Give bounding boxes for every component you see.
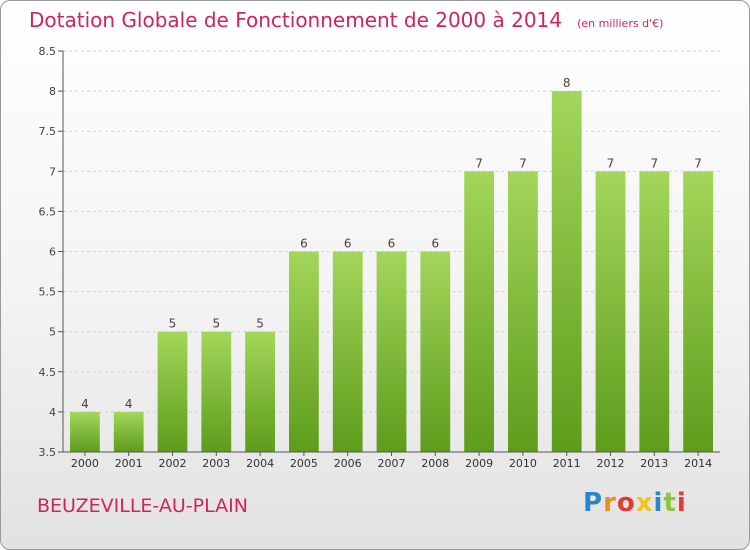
y-tick-label: 6 (49, 246, 56, 259)
value-labels: 4 4 5 5 5 6 6 6 6 7 7 8 7 7 7 (81, 76, 702, 411)
x-tick-label: 2000 (71, 457, 99, 470)
commune-name: BEUZEVILLE-AU-PLAIN (37, 495, 248, 517)
y-tick-label: 3.5 (39, 446, 57, 459)
value-label: 4 (125, 397, 133, 411)
value-label: 4 (81, 397, 89, 411)
bar-2000 (70, 411, 100, 452)
bar-2014 (683, 171, 713, 453)
x-tick-label: 2006 (334, 457, 362, 470)
bar-2005 (289, 251, 319, 452)
bar-2002 (157, 331, 188, 452)
x-tick-label: 2014 (684, 457, 712, 470)
bar-2013 (639, 171, 670, 453)
value-label: 6 (388, 237, 396, 251)
y-tick-label: 4 (49, 406, 56, 419)
chart-title: Dotation Globale de Fonctionnement de 20… (29, 8, 562, 32)
logo-letter: r (603, 488, 617, 518)
bar-2004 (245, 331, 275, 452)
bar-2008 (420, 251, 451, 452)
x-tick-label: 2011 (553, 457, 581, 470)
bars (70, 91, 713, 453)
x-tick-label: 2003 (202, 457, 230, 470)
value-label: 6 (344, 237, 352, 251)
x-tick-label: 2009 (465, 457, 493, 470)
title-row: Dotation Globale de Fonctionnement de 20… (29, 8, 663, 32)
y-tick-label: 4.5 (39, 366, 57, 379)
y-tick-label: 8 (49, 85, 56, 98)
value-label: 7 (519, 156, 527, 170)
bar-2009 (464, 171, 494, 453)
value-label: 5 (212, 317, 220, 331)
logo-letter: P (583, 488, 604, 518)
value-label: 7 (694, 156, 702, 170)
units-label: (en milliers d'€) (577, 17, 664, 30)
axes: 3.5 4 4.5 5 5.5 6 6.5 7 7.5 8 8.5 2000 2001 2002 2003 2… (39, 45, 720, 470)
x-tick-label: 2005 (290, 457, 318, 470)
y-tick-label: 7 (49, 165, 56, 178)
x-tick-label: 2001 (115, 457, 143, 470)
value-label: 6 (300, 237, 308, 251)
bar-2003 (201, 331, 232, 452)
logo-letter: i (676, 488, 687, 518)
value-label: 7 (475, 156, 483, 170)
value-label: 5 (169, 317, 177, 331)
x-tick-label: 2002 (159, 457, 187, 470)
logo-letter: o (616, 488, 636, 518)
value-label: 7 (650, 156, 658, 170)
logo-letter: t (663, 488, 677, 518)
value-label: 6 (431, 237, 439, 251)
x-tick-label: 2007 (378, 457, 406, 470)
value-label: 8 (563, 76, 571, 90)
x-tick-label: 2010 (509, 457, 537, 470)
bar-2006 (332, 251, 363, 452)
bar-2011 (551, 91, 582, 452)
bar-2007 (376, 251, 407, 452)
bar-2001 (113, 411, 144, 452)
y-tick-label: 8.5 (39, 45, 57, 58)
y-tick-label: 7.5 (39, 125, 57, 138)
x-tick-label: 2013 (640, 457, 668, 470)
logo-letter: x (635, 488, 654, 518)
x-tick-label: 2008 (421, 457, 449, 470)
logo-letter: i (653, 488, 664, 518)
x-tick-label: 2004 (246, 457, 274, 470)
y-tick-label: 5.5 (39, 286, 57, 299)
bar-2012 (595, 171, 626, 453)
value-label: 5 (256, 317, 264, 331)
value-label: 7 (607, 156, 615, 170)
y-tick-label: 5 (49, 326, 56, 339)
x-tick-label: 2012 (597, 457, 625, 470)
proxiti-logo[interactable]: Proxiti (583, 488, 687, 518)
y-tick-label: 6.5 (39, 205, 57, 218)
bar-2010 (508, 171, 538, 453)
